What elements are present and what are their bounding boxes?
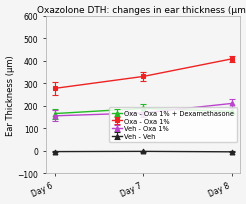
Legend: Oxa - Oxa 1% + Dexamethasone, Oxa - Oxa 1%, Veh - Oxa 1%, Veh - Veh: Oxa - Oxa 1% + Dexamethasone, Oxa - Oxa … <box>109 108 237 142</box>
Y-axis label: Ear Thickness (μm): Ear Thickness (μm) <box>6 55 15 135</box>
Title: Oxazolone DTH: changes in ear thickness (μm): Oxazolone DTH: changes in ear thickness … <box>37 6 246 14</box>
